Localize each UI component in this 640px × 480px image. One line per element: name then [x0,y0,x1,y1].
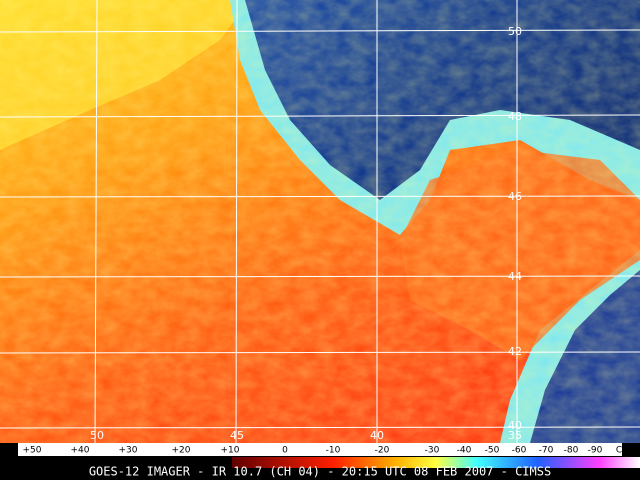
scale-label: +40 [71,446,90,456]
scale-strip [18,443,622,456]
lon-label: 50 [90,429,104,442]
lon-label: 40 [370,429,384,442]
scale-label: -90 [588,446,603,456]
texture [0,0,640,443]
scale-label: -10 [326,446,341,456]
scale-label: -50 [485,446,500,456]
scale-label: +20 [172,446,191,456]
scale-label: -30 [425,446,440,456]
lat-label: 40 [508,419,522,432]
scale-label: +50 [23,446,42,456]
scale-label: -80 [564,446,579,456]
lon-label: 45 [230,429,244,442]
lat-label: 46 [508,190,522,203]
scale-label: +30 [119,446,138,456]
scale-label: -40 [457,446,472,456]
lon-label: 35 [508,429,522,442]
color-bar [232,457,640,468]
lat-label: 42 [508,345,522,358]
grid [0,0,640,444]
scale-label: +10 [221,446,240,456]
scale-label: 0 [282,446,288,456]
scale-label: -20 [375,446,390,456]
lat-label: 48 [508,110,522,123]
scale-label: C [616,446,622,456]
scale-label: -70 [539,446,554,456]
footer: GOES-12 IMAGER - IR 10.7 (CH 04) - 20:15… [89,465,551,479]
scale-label: -60 [512,446,527,456]
lat-label: 44 [508,270,522,283]
lat-label: 50 [508,25,522,38]
